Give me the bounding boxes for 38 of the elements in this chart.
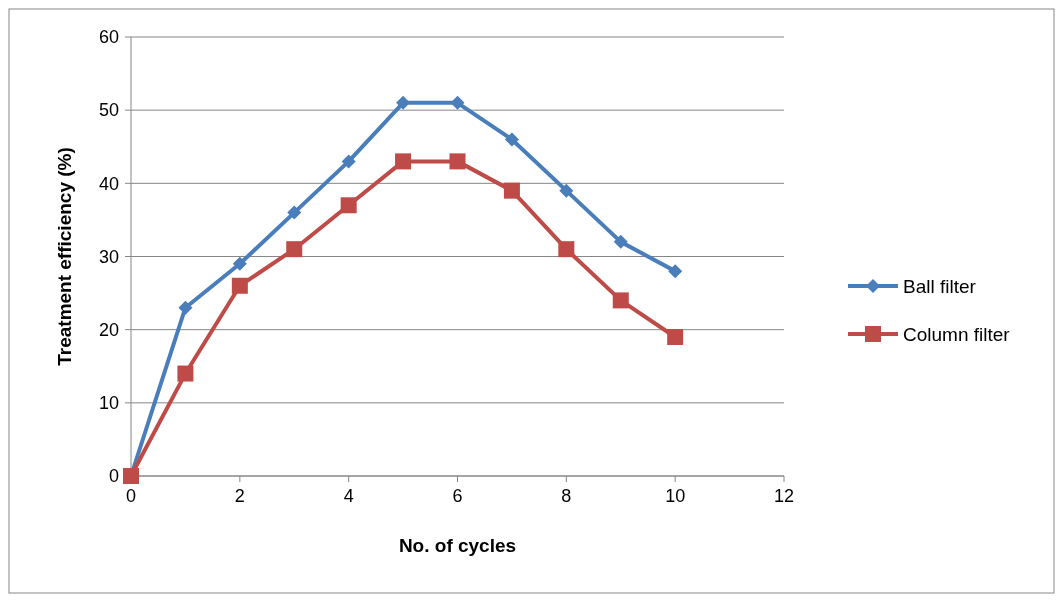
x-tick-label: 12 <box>773 486 795 506</box>
point <box>450 95 465 110</box>
point <box>177 365 194 382</box>
y-axis-title: Treatment efficiency (%) <box>54 147 75 366</box>
point <box>558 241 575 258</box>
y-tick-label: 40 <box>98 173 119 194</box>
point <box>286 241 303 258</box>
x-tick-label: 4 <box>343 486 354 506</box>
point <box>231 277 248 294</box>
x-tick-label: 2 <box>234 486 245 506</box>
point <box>559 183 574 198</box>
point <box>178 300 193 315</box>
y-tick-label: 30 <box>98 246 119 267</box>
point <box>341 154 356 169</box>
legend-label: Column filter <box>903 323 1011 345</box>
point <box>612 292 629 309</box>
x-tick-label: 6 <box>452 486 463 506</box>
y-tick-label: 50 <box>98 100 119 121</box>
point <box>340 197 357 214</box>
point <box>395 153 412 170</box>
legend-label: Ball filter <box>903 275 977 297</box>
y-tick-label: 10 <box>98 393 119 414</box>
y-tick-label: 60 <box>98 27 119 48</box>
point <box>668 264 683 279</box>
point <box>504 132 519 147</box>
point <box>449 153 466 170</box>
y-tick-label: 20 <box>98 319 119 340</box>
y-tick-label: 0 <box>108 466 119 487</box>
point <box>503 182 520 199</box>
x-tick-label: 8 <box>561 486 572 506</box>
x-axis-title: No. of cycles <box>398 535 517 556</box>
point <box>232 256 247 271</box>
point <box>287 205 302 220</box>
x-tick-label: 0 <box>125 486 137 506</box>
point <box>396 95 411 110</box>
point <box>613 234 628 249</box>
x-tick-label: 10 <box>665 486 686 506</box>
point <box>667 328 684 345</box>
